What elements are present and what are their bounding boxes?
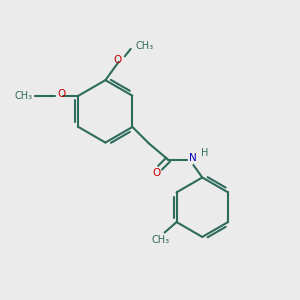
Text: CH₃: CH₃: [14, 91, 32, 101]
Text: O: O: [113, 55, 122, 65]
Text: CH₃: CH₃: [151, 236, 169, 245]
Text: O: O: [152, 168, 160, 178]
Text: H: H: [201, 148, 208, 158]
Text: N: N: [190, 153, 197, 163]
Text: O: O: [57, 89, 66, 99]
Text: CH₃: CH₃: [135, 41, 153, 51]
